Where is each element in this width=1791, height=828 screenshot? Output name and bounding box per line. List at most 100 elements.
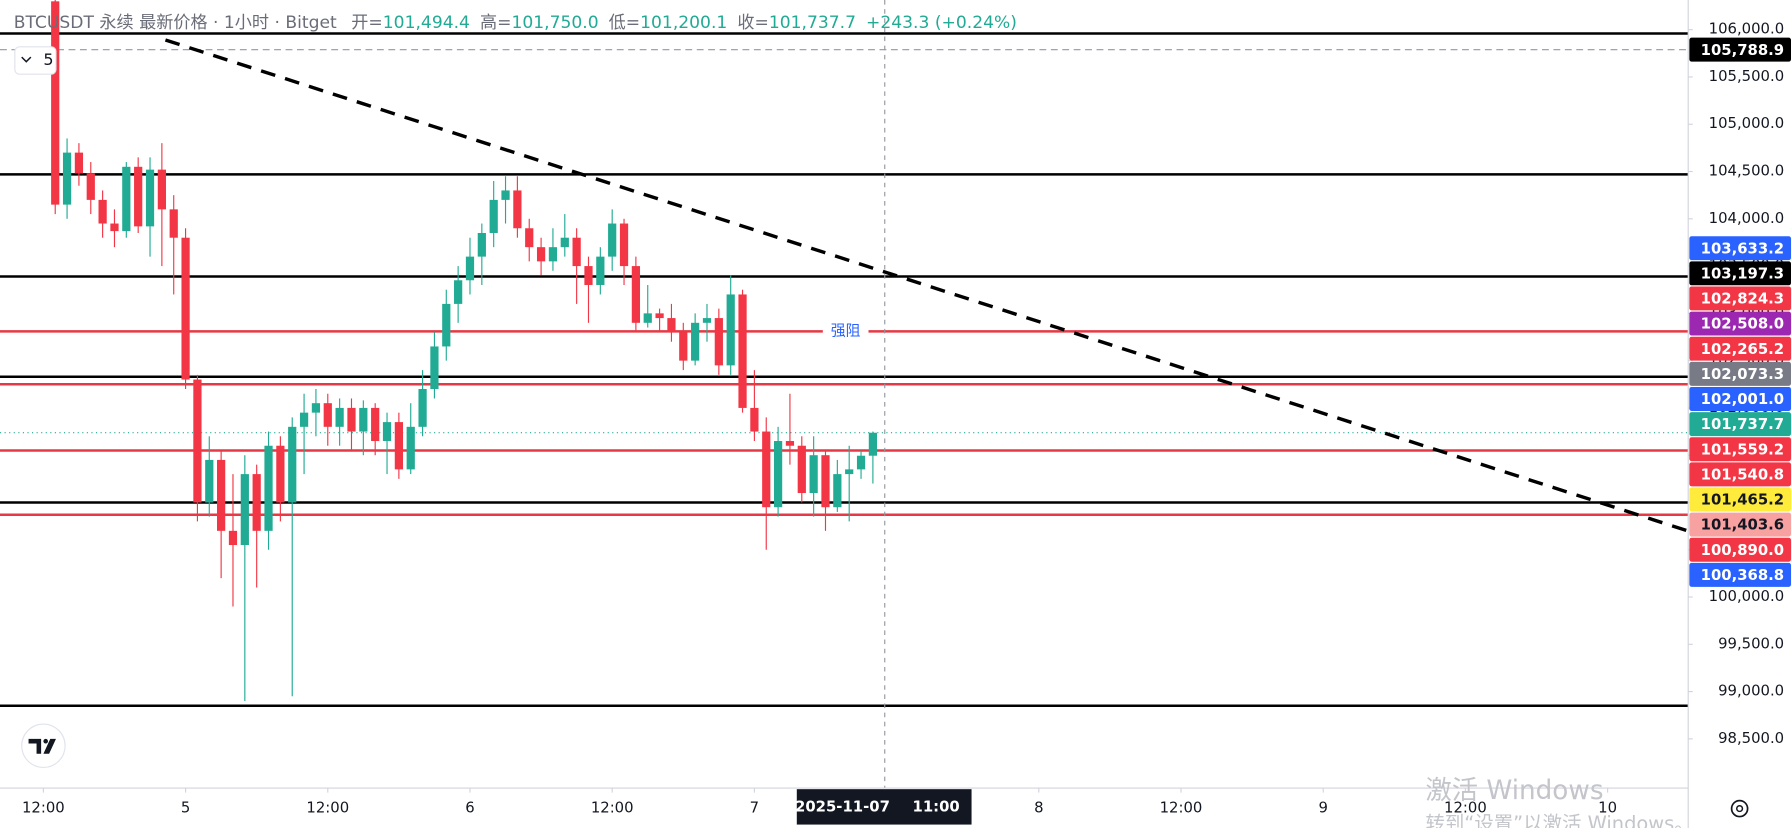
price-tag-label: 103,197.3 <box>1701 265 1785 282</box>
candle-body <box>205 459 214 503</box>
price-tag-label: 101,403.6 <box>1701 517 1785 534</box>
price-tag-label: 102,508.0 <box>1701 316 1785 333</box>
annotation-bg <box>822 321 869 342</box>
candle-body <box>418 389 427 427</box>
candle-body <box>785 441 795 446</box>
candle-body <box>110 223 119 232</box>
candle-body <box>631 266 641 323</box>
x-tick-label: 10 <box>1598 800 1617 817</box>
candle-body <box>833 474 842 508</box>
x-tick-label: 7 <box>750 800 759 817</box>
candle-body <box>299 412 309 427</box>
candle-body <box>382 422 392 442</box>
price-tag <box>1689 286 1791 311</box>
ohlc-name: 高= <box>480 13 511 33</box>
candle-body <box>252 474 261 531</box>
price-tag-label: 105,788.9 <box>1701 42 1785 59</box>
candle-body <box>738 294 747 408</box>
x-tick-label: 12:00 <box>1160 800 1203 817</box>
candle-body <box>643 313 652 323</box>
watermark-line: 转到“设置”以激活 Windows。 <box>1425 812 1693 828</box>
candle-body <box>714 318 723 366</box>
y-tick-label: 104,500.0 <box>1709 163 1784 180</box>
ohlc-name: 低= <box>609 13 640 33</box>
crosshair-date: 2025-11-07 <box>795 798 890 815</box>
candle-body <box>691 322 700 361</box>
x-tick-label: 6 <box>465 800 474 817</box>
candle-body <box>584 266 593 285</box>
price-tag <box>1689 562 1791 587</box>
candle-body <box>347 407 356 432</box>
candle-body <box>465 256 475 281</box>
watermark-line: 激活 Windows <box>1425 776 1603 806</box>
candle-body <box>371 407 380 442</box>
y-tick-label: 99,500.0 <box>1718 635 1784 652</box>
badge-box[interactable] <box>14 46 57 75</box>
price-tag-label: 101,737.7 <box>1701 416 1785 433</box>
logo-mark <box>28 738 56 754</box>
candle-body <box>430 346 439 390</box>
price-tag <box>1689 487 1791 512</box>
x-tick-label: 12:00 <box>591 800 634 817</box>
candle-body <box>596 256 605 285</box>
candle-body <box>264 445 273 531</box>
candle-body <box>406 426 415 470</box>
candle-body <box>797 445 806 494</box>
y-tick-label: 105,500.0 <box>1709 68 1784 85</box>
x-tick-label: 12:00 <box>1444 800 1487 817</box>
price-tag <box>1689 437 1791 462</box>
price-tag-label: 102,073.3 <box>1701 366 1785 383</box>
candle-body <box>74 152 84 174</box>
change: +243.3 (+0.24%) <box>866 13 1017 33</box>
candle-body <box>217 459 226 531</box>
y-tick-label: 98,500.0 <box>1718 730 1784 747</box>
annotation: 强阻 <box>831 322 861 339</box>
candle-body <box>477 232 486 257</box>
candle-body <box>157 169 166 210</box>
candle-body <box>702 318 712 323</box>
y-tick-label: 99,000.0 <box>1718 683 1784 700</box>
gear-ring[interactable] <box>1730 799 1749 818</box>
candle-body <box>572 237 581 267</box>
price-tag <box>1689 537 1791 562</box>
logo-circle[interactable] <box>21 723 66 769</box>
x-tick-label: 8 <box>1034 800 1043 817</box>
ohlc-value: 101,494.4 <box>383 13 470 33</box>
candle-body <box>536 247 546 262</box>
symbol-title: BTCUSDT 永续 最新价格 · 1小时 · Bitget <box>14 13 337 33</box>
candle-body <box>454 280 463 304</box>
indicator-badge[interactable]: 5 <box>14 46 57 75</box>
candle-body <box>489 199 498 233</box>
gear-center <box>1736 804 1744 813</box>
price-tag-label: 103,633.2 <box>1701 240 1785 257</box>
price-tag <box>1689 336 1791 361</box>
price-tag-label: 100,368.8 <box>1701 567 1785 584</box>
chevron-icon <box>21 56 32 63</box>
tradingview-logo[interactable] <box>21 723 66 769</box>
price-tag <box>1689 37 1791 62</box>
price-tag <box>1689 412 1791 437</box>
candle-body <box>311 403 321 413</box>
candle-body <box>122 166 131 232</box>
header: BTCUSDT 永续 最新价格 · 1小时 · Bitget 开=101,494… <box>14 13 1017 33</box>
candle-body <box>856 455 866 470</box>
candle-body <box>181 237 190 380</box>
y-tick-label: 100,000.0 <box>1709 588 1784 605</box>
logo-dot <box>43 738 48 744</box>
candle-body <box>667 318 676 333</box>
x-tick-label: 5 <box>181 800 190 817</box>
y-tick-label: 105,000.0 <box>1709 115 1784 132</box>
candle-body <box>359 407 368 432</box>
settings-icon[interactable] <box>1730 799 1749 818</box>
candle-body <box>608 223 617 257</box>
price-tag-label: 102,001.0 <box>1701 391 1785 408</box>
candle-body <box>548 247 558 262</box>
candle-body <box>679 332 688 361</box>
price-tag <box>1689 462 1791 487</box>
candle-body <box>62 152 72 205</box>
price-tag-label: 101,540.8 <box>1701 466 1785 483</box>
candle-body <box>726 294 735 366</box>
price-tag <box>1689 261 1791 286</box>
price-tag-label: 100,890.0 <box>1701 542 1785 559</box>
